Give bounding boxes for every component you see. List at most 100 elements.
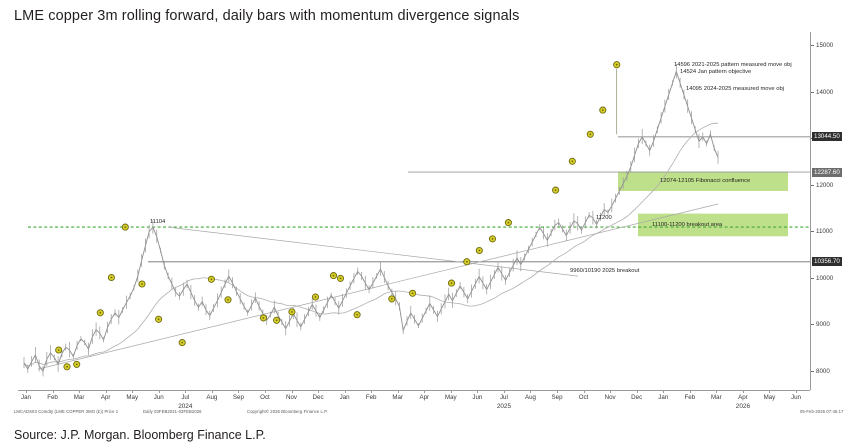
month-tick [610, 390, 612, 393]
month-tick [158, 390, 160, 393]
month-tick [291, 390, 293, 393]
divergence-marker[interactable] [463, 258, 471, 266]
divergence-marker[interactable] [178, 339, 186, 347]
month-tick [79, 390, 81, 393]
divergence-marker[interactable] [353, 311, 361, 319]
month-label-8: Sep [232, 394, 244, 401]
divergence-marker-group [55, 61, 621, 371]
divergence-marker[interactable] [311, 293, 320, 301]
fibonacci-confluence-band [618, 171, 788, 191]
projection-label-14095: 14095 2024-2025 measured move obj [686, 86, 784, 93]
divergence-marker[interactable] [329, 272, 338, 280]
month-tick [477, 390, 479, 393]
chart-container: 14596 2021-2025 pattern measured move ob… [14, 28, 844, 410]
divergence-marker[interactable] [138, 280, 146, 288]
month-label-27: Apr [738, 394, 748, 401]
divergence-marker[interactable] [475, 246, 483, 255]
month-tick [663, 390, 665, 393]
divergence-marker[interactable] [552, 186, 560, 194]
divergence-marker[interactable] [488, 235, 497, 243]
divergence-marker[interactable] [273, 316, 281, 324]
point-label-2025-breakout: 9960/10190 2025 breakout [570, 267, 640, 274]
month-tick [636, 390, 638, 393]
daily-bars-group [23, 64, 719, 377]
divergence-marker[interactable] [63, 363, 71, 371]
month-tick [132, 390, 134, 393]
divergence-marker[interactable] [613, 61, 621, 69]
price-tick-11000: 11000 [810, 228, 833, 235]
divergence-marker[interactable] [96, 309, 104, 317]
month-tick [397, 390, 399, 393]
footer-copyright: Copyright© 2026 Bloomberg Finance L.P. [247, 409, 328, 414]
uptrend-channel-line [37, 203, 719, 370]
price-tick-14000: 14000 [810, 89, 833, 96]
price-axis[interactable]: 8000900010000110001200013000140001500013… [810, 32, 858, 390]
month-tick [52, 390, 54, 393]
month-tick [583, 390, 585, 393]
month-label-0: Jan [21, 394, 31, 401]
footer-left-meta: LMCADS03 Comdty (LME COPPER 3MO (£)) Pri… [14, 409, 119, 414]
divergence-marker[interactable] [388, 295, 396, 303]
month-label-6: Jul [181, 394, 190, 401]
page-title: LME copper 3m rolling forward, daily bar… [14, 8, 520, 24]
divergence-marker[interactable] [599, 106, 607, 114]
point-label-11104: 11104 [150, 219, 166, 226]
band-label-breakout-area: 11100-11200 breakout area [652, 221, 723, 228]
month-tick [450, 390, 452, 393]
month-label-4: May [126, 394, 139, 401]
divergence-marker[interactable] [107, 273, 115, 282]
projection-label-14524: 14524 Jan pattern objective [680, 69, 752, 76]
breakout-area-band [638, 213, 788, 237]
price-tick-9000: 9000 [810, 321, 830, 328]
year-label-2026: 2026 [735, 403, 750, 410]
date-axis[interactable]: Jan Feb Mar Apr May Jun Jul Aug Sep Oct Nov Dec Jan F… [18, 390, 810, 410]
divergence-marker[interactable] [73, 360, 81, 368]
month-label-17: Jun [472, 394, 483, 401]
month-label-10: Nov [286, 394, 298, 401]
month-tick [26, 390, 27, 393]
price-tick-12000: 12000 [810, 182, 833, 189]
month-tick [344, 390, 346, 393]
month-tick [796, 390, 797, 393]
month-label-23: Dec [631, 394, 643, 401]
month-label-14: Mar [392, 394, 404, 401]
month-label-16: May [444, 394, 457, 401]
divergence-marker[interactable] [259, 314, 267, 322]
month-label-19: Aug [524, 394, 536, 401]
divergence-marker[interactable] [336, 274, 345, 282]
source-note: Source: J.P. Morgan. Bloomberg Finance L… [14, 428, 266, 442]
month-tick [769, 390, 771, 393]
year-label-2025: 2025 [496, 403, 512, 410]
month-label-2: Mar [73, 394, 85, 401]
price-tick-10000: 10000 [810, 275, 833, 282]
month-label-24: Jan [658, 394, 669, 401]
price-highlight-12287-60: 12287.60 [812, 167, 842, 177]
month-label-15: Apr [419, 394, 430, 401]
price-highlight-10356-70: 10356.70 [812, 257, 842, 267]
month-tick [689, 390, 691, 393]
divergence-marker[interactable] [155, 315, 163, 323]
band-label-fibonacci-confluence: 12074-12105 Fibonacci confluence [660, 178, 751, 185]
divergence-marker[interactable] [224, 296, 232, 304]
divergence-marker[interactable] [504, 219, 512, 227]
month-tick [530, 390, 532, 393]
price-chart-svg [23, 61, 810, 377]
month-tick [424, 390, 426, 393]
month-tick [557, 390, 559, 393]
price-tick-8000: 8000 [810, 368, 830, 375]
month-tick [503, 390, 505, 393]
divergence-marker[interactable] [55, 346, 63, 354]
divergence-marker[interactable] [447, 279, 456, 287]
month-label-9: Oct [260, 394, 270, 401]
month-label-1: Feb [47, 394, 58, 401]
month-tick [105, 390, 107, 393]
month-tick [371, 390, 373, 393]
divergence-marker[interactable] [207, 275, 215, 283]
divergence-marker[interactable] [568, 157, 576, 165]
projection-label-14596: 14596 2021-2025 pattern measured move ob… [674, 61, 792, 68]
divergence-marker[interactable] [409, 289, 417, 297]
divergence-marker[interactable] [121, 223, 129, 231]
divergence-marker[interactable] [586, 130, 594, 138]
divergence-marker[interactable] [288, 308, 296, 316]
price-highlight-13044-50: 13044.50 [812, 132, 842, 142]
